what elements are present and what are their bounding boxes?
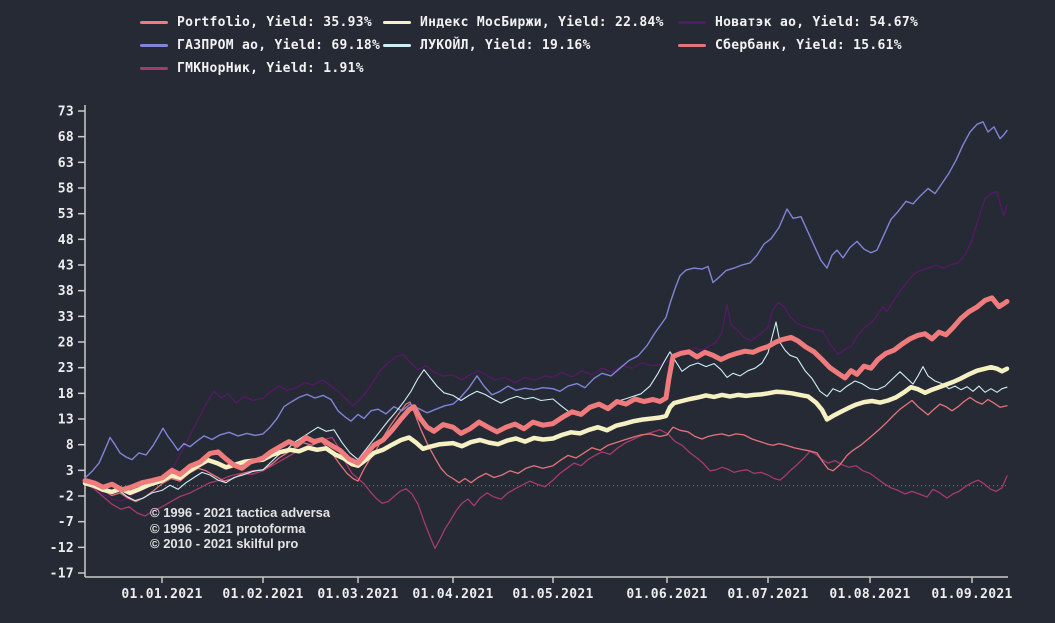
watermark-line: © 1996 - 2021 tactica adversa	[150, 505, 331, 520]
x-tick-label: 01.01.2021	[121, 587, 202, 602]
y-tick-label: 13	[58, 413, 74, 428]
y-tick-label: 8	[66, 438, 74, 453]
y-tick-label: 53	[58, 207, 74, 222]
y-tick-label: 58	[58, 182, 74, 197]
legend-item-gazprom[interactable]: ГАЗПРОМ ао, Yield: 69.18%	[140, 38, 383, 53]
y-tick-label: 28	[58, 336, 74, 351]
y-tick-label: 68	[58, 130, 74, 145]
legend-line-icon	[140, 44, 168, 47]
series-line-ЛУКОЙЛ	[84, 321, 1008, 502]
y-tick-label: 63	[58, 156, 74, 171]
x-tick-label: 01.09.2021	[931, 587, 1012, 602]
legend-item-sberbank[interactable]: Сбербанк, Yield: 15.61%	[678, 38, 918, 53]
y-tick-label: 18	[58, 387, 74, 402]
series-line-Сбербанк	[84, 396, 1008, 503]
x-tick-label: 01.06.2021	[626, 587, 707, 602]
y-tick-label: -2	[58, 490, 74, 505]
series-line-ГМКНорНик	[84, 429, 1008, 550]
y-tick-label: 38	[58, 284, 74, 299]
y-tick-label: -12	[50, 541, 74, 556]
x-tick-label: 01.08.2021	[829, 587, 910, 602]
x-tick-label: 01.02.2021	[222, 587, 303, 602]
legend-item-label: Индекс МосБиржи, Yield: 22.84%	[420, 15, 664, 30]
y-tick-label: 43	[58, 259, 74, 274]
series-line-Новатэк ао	[84, 190, 1008, 502]
series-line-Индекс МосБиржи	[82, 364, 1010, 496]
legend-item-label: Portfolio, Yield: 35.93%	[177, 15, 373, 30]
legend-line-icon	[140, 67, 168, 70]
legend-line-icon	[678, 44, 706, 47]
legend-item-novatek[interactable]: Новатэк ао, Yield: 54.67%	[678, 15, 918, 30]
legend-item-gmknornik[interactable]: ГМКНорНик, Yield: 1.91%	[140, 61, 383, 76]
legend-line-icon	[383, 44, 411, 47]
x-tick-label: 01.03.2021	[317, 587, 398, 602]
legend-item-label: Сбербанк, Yield: 15.61%	[715, 38, 902, 53]
legend: Portfolio, Yield: 35.93% Индекс МосБиржи…	[140, 11, 918, 80]
y-tick-label: 48	[58, 233, 74, 248]
y-tick-label: 33	[58, 310, 74, 325]
legend-line-icon	[383, 21, 411, 24]
legend-item-moex-index[interactable]: Индекс МосБиржи, Yield: 22.84%	[383, 15, 678, 30]
series-line-ГАЗПРОМ ао	[84, 121, 1008, 479]
legend-line-icon	[140, 21, 168, 24]
legend-item-lukoil[interactable]: ЛУКОЙЛ, Yield: 19.16%	[383, 38, 678, 53]
watermark-line: © 1996 - 2021 protoforma	[150, 520, 306, 536]
y-tick-label: -17	[50, 567, 74, 582]
y-tick-label: 23	[58, 361, 74, 376]
legend-item-label: ЛУКОЙЛ, Yield: 19.16%	[420, 38, 591, 53]
legend-item-label: ГМКНорНик, Yield: 1.91%	[177, 61, 364, 76]
y-tick-label: -7	[58, 515, 74, 530]
legend-line-icon	[678, 21, 706, 24]
y-tick-label: 73	[58, 105, 74, 120]
x-tick-label: 01.07.2021	[727, 587, 808, 602]
x-tick-label: 01.05.2021	[512, 587, 593, 602]
legend-item-portfolio[interactable]: Portfolio, Yield: 35.93%	[140, 15, 383, 30]
y-tick-label: 3	[66, 464, 74, 479]
watermarks: © 1996 - 2021 tactica adversa © 1996 - 2…	[150, 505, 330, 552]
legend-item-label: Новатэк ао, Yield: 54.67%	[715, 15, 919, 30]
series-line-Portfolio	[82, 295, 1010, 493]
legend-item-label: ГАЗПРОМ ао, Yield: 69.18%	[177, 38, 381, 53]
x-tick-label: 01.04.2021	[412, 587, 493, 602]
watermark-line: © 2010 - 2021 skilful pro	[150, 536, 299, 551]
